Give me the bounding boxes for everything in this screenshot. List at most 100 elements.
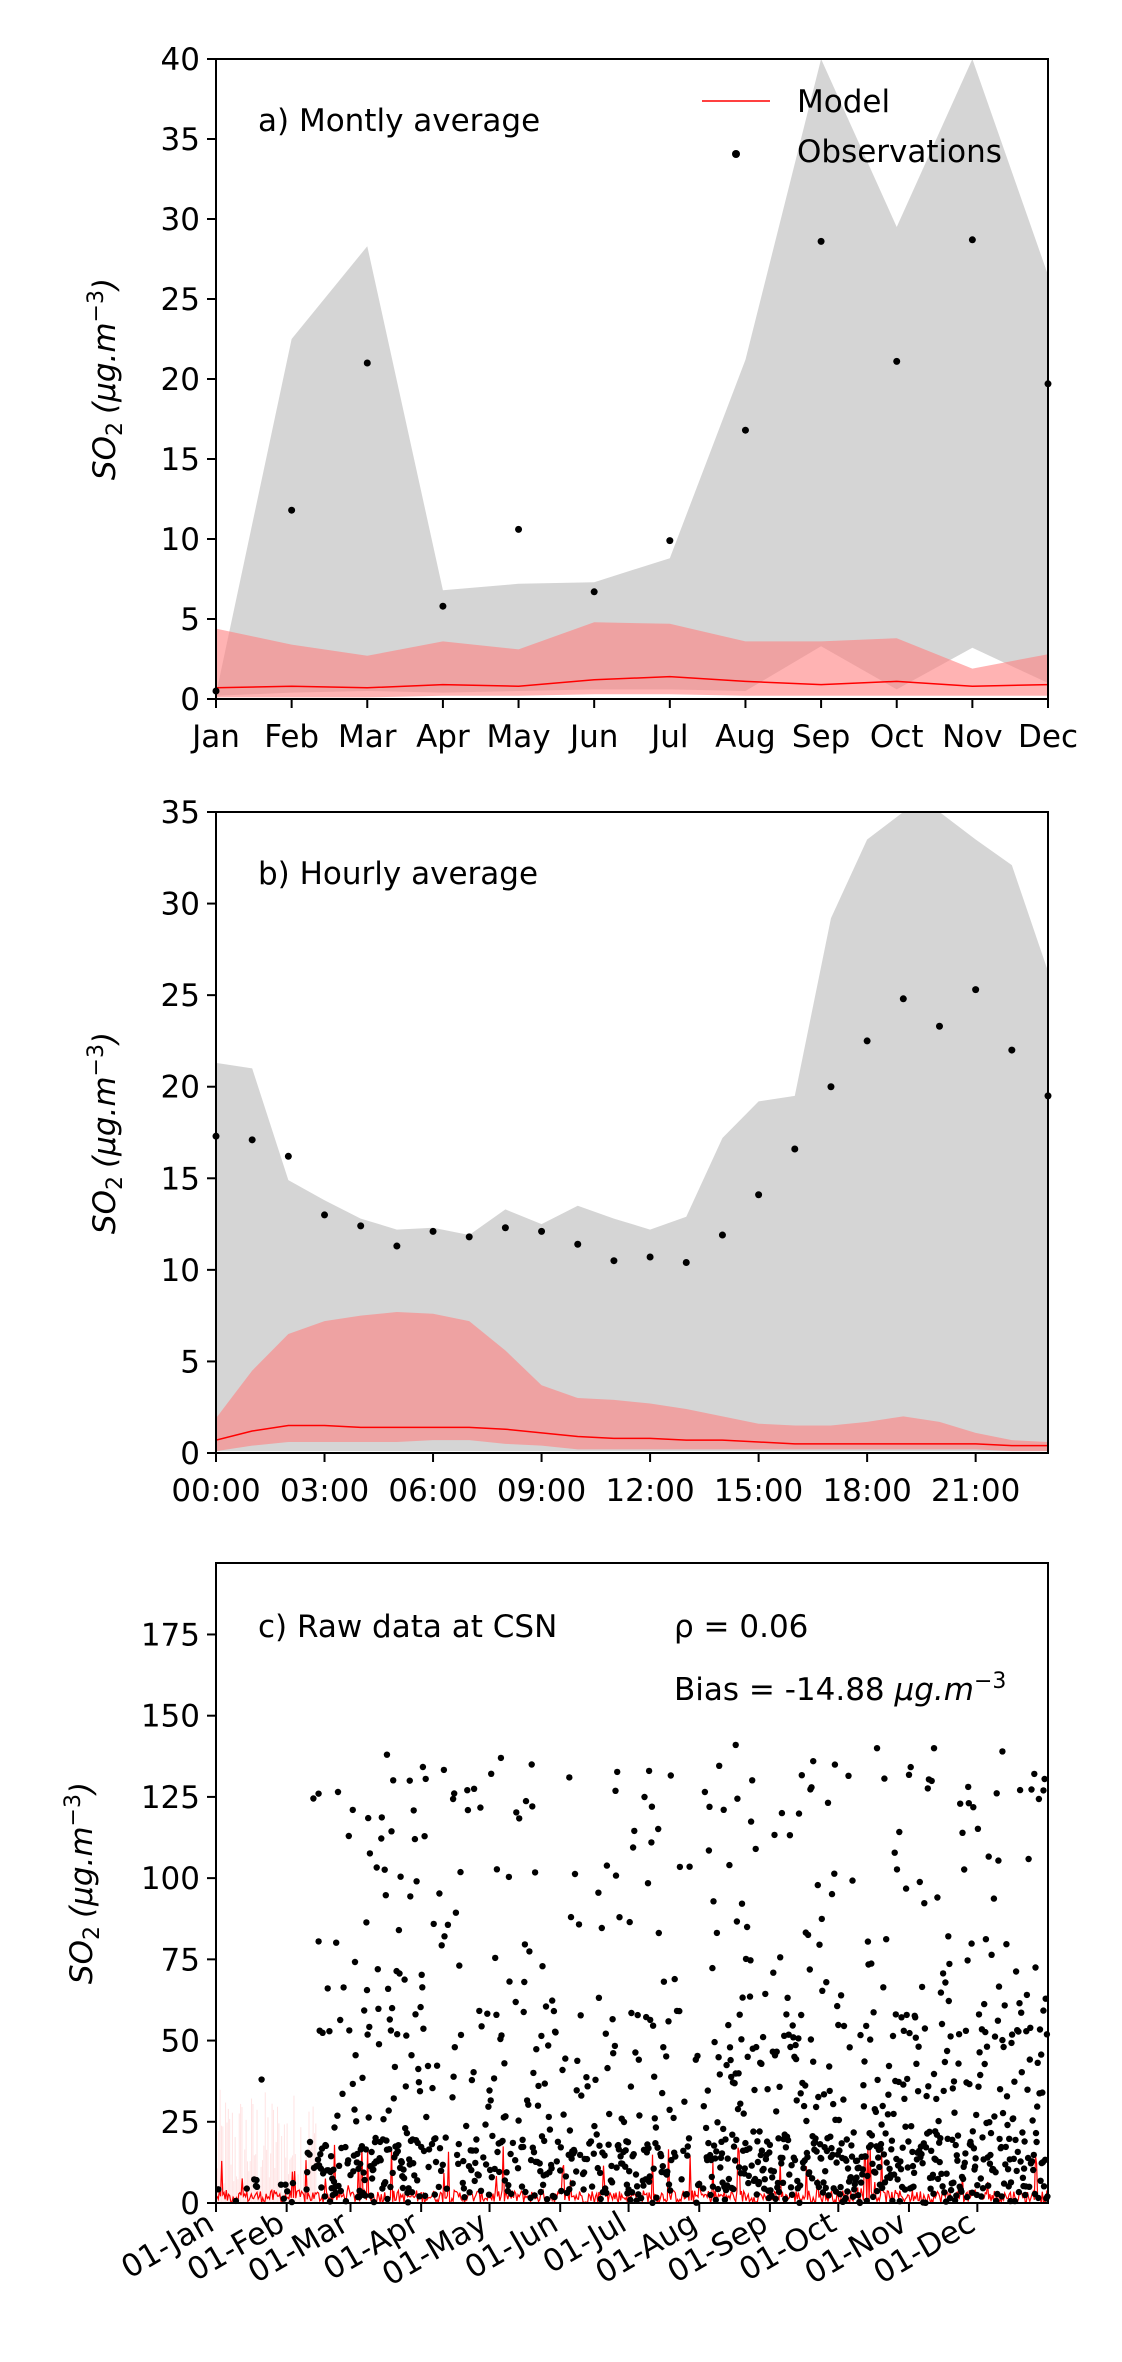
observation-point — [425, 2146, 433, 2153]
observation-point — [593, 2131, 600, 2138]
observation-point — [590, 588, 598, 596]
observation-point — [1006, 2135, 1013, 2142]
observation-point — [784, 2136, 792, 2144]
observation-point — [412, 2011, 419, 2018]
observation-point — [930, 2070, 938, 2078]
observation-point — [1030, 2151, 1038, 2159]
observation-point — [420, 2147, 428, 2155]
observation-point — [521, 1978, 528, 1986]
panel-a-ticks: 0 5 10 15 20 25 30 35 40 Jan Feb Mar Apr May Jun Jul Aug… — [161, 42, 1078, 755]
observation-point — [745, 2172, 752, 2179]
observation-point — [717, 2164, 724, 2171]
observation-point — [430, 1920, 437, 1928]
observation-point — [603, 2189, 610, 2197]
observation-point — [701, 1788, 709, 1796]
x-tick-label: Jan — [190, 719, 240, 755]
observation-point — [363, 359, 371, 367]
observation-point — [792, 2041, 799, 2049]
observation-point — [790, 2034, 797, 2041]
observation-point — [507, 2150, 514, 2158]
observation-point — [384, 2195, 391, 2203]
observation-point — [502, 2113, 509, 2120]
observation-point — [681, 2098, 688, 2105]
observation-point — [727, 2056, 734, 2064]
observation-point — [935, 1022, 943, 1030]
observation-point — [863, 2022, 870, 2030]
observation-point — [987, 2129, 995, 2137]
observation-point — [637, 2195, 645, 2202]
observation-point — [1017, 2158, 1024, 2165]
y-tick-label: 150 — [141, 1699, 200, 1735]
observation-point — [387, 2183, 394, 2191]
observation-point — [402, 2083, 409, 2090]
ylabel-unit: (μg.m — [87, 322, 123, 414]
observation-point — [792, 2055, 800, 2063]
observation-point — [820, 2179, 827, 2186]
observation-point — [542, 2003, 550, 2010]
observation-point — [613, 2164, 620, 2171]
observation-point — [327, 2153, 335, 2160]
observation-point — [779, 2154, 786, 2162]
observation-point — [915, 2043, 922, 2050]
x-tick-label: 06:00 — [388, 1473, 477, 1509]
observation-point — [530, 2149, 538, 2156]
observation-point — [634, 2011, 641, 2019]
observation-point — [505, 1873, 513, 1881]
observation-point — [710, 2142, 718, 2149]
observation-point — [806, 2169, 813, 2176]
observation-point — [742, 2139, 749, 2147]
observation-point — [420, 2025, 427, 2032]
observation-point — [731, 2157, 739, 2164]
observation-point — [678, 2176, 685, 2183]
observation-point — [534, 2102, 542, 2109]
observation-point — [645, 2145, 652, 2152]
observation-point — [520, 2143, 527, 2151]
observation-point — [907, 1763, 914, 1771]
observation-point — [979, 2134, 986, 2141]
panel-a-plot-area — [212, 59, 1052, 698]
observation-point — [304, 2169, 311, 2176]
observation-point — [487, 2097, 494, 2104]
observation-point — [321, 2193, 328, 2200]
observation-point — [651, 2115, 658, 2122]
observation-point — [591, 2122, 598, 2130]
observation-point — [659, 2163, 666, 2170]
observation-point — [696, 2180, 703, 2188]
observation-peak-point — [258, 2076, 265, 2083]
observation-point — [484, 2010, 491, 2017]
observation-point — [798, 2011, 805, 2019]
observation-point — [833, 2159, 840, 2166]
observation-point — [368, 2148, 375, 2156]
observation-point — [1025, 1855, 1032, 1863]
y-tick-label: 5 — [180, 602, 200, 638]
observation-point — [823, 1979, 830, 1986]
observation-point — [670, 2114, 677, 2122]
observation-point — [888, 2146, 895, 2153]
observation-point — [526, 1948, 533, 1955]
observation-point — [946, 1960, 953, 1968]
observation-point — [747, 1957, 754, 1964]
observation-point — [716, 2071, 723, 2078]
observation-point — [493, 1866, 501, 1873]
observation-point — [881, 1775, 888, 1782]
observation-point — [605, 2141, 612, 2148]
observation-point — [541, 2137, 548, 2145]
observation-point — [857, 2031, 864, 2039]
observation-point — [342, 2143, 349, 2151]
observation-point — [663, 2053, 670, 2060]
observation-point — [899, 995, 907, 1003]
observation-point — [335, 2182, 342, 2190]
observation-point — [518, 2183, 526, 2190]
y-tick-label: 25 — [161, 2105, 200, 2141]
observation-point — [394, 2031, 401, 2038]
observation-point — [978, 2193, 985, 2200]
observation-point — [755, 1191, 763, 1199]
observation-point — [857, 2179, 865, 2186]
observation-point — [333, 1939, 340, 1946]
observation-point — [516, 1815, 523, 1822]
observation-point — [955, 2031, 963, 2038]
observation-point — [464, 1806, 472, 1814]
observation-point — [715, 2054, 722, 2061]
observation-point — [722, 2136, 729, 2143]
observation-point — [606, 2110, 613, 2118]
